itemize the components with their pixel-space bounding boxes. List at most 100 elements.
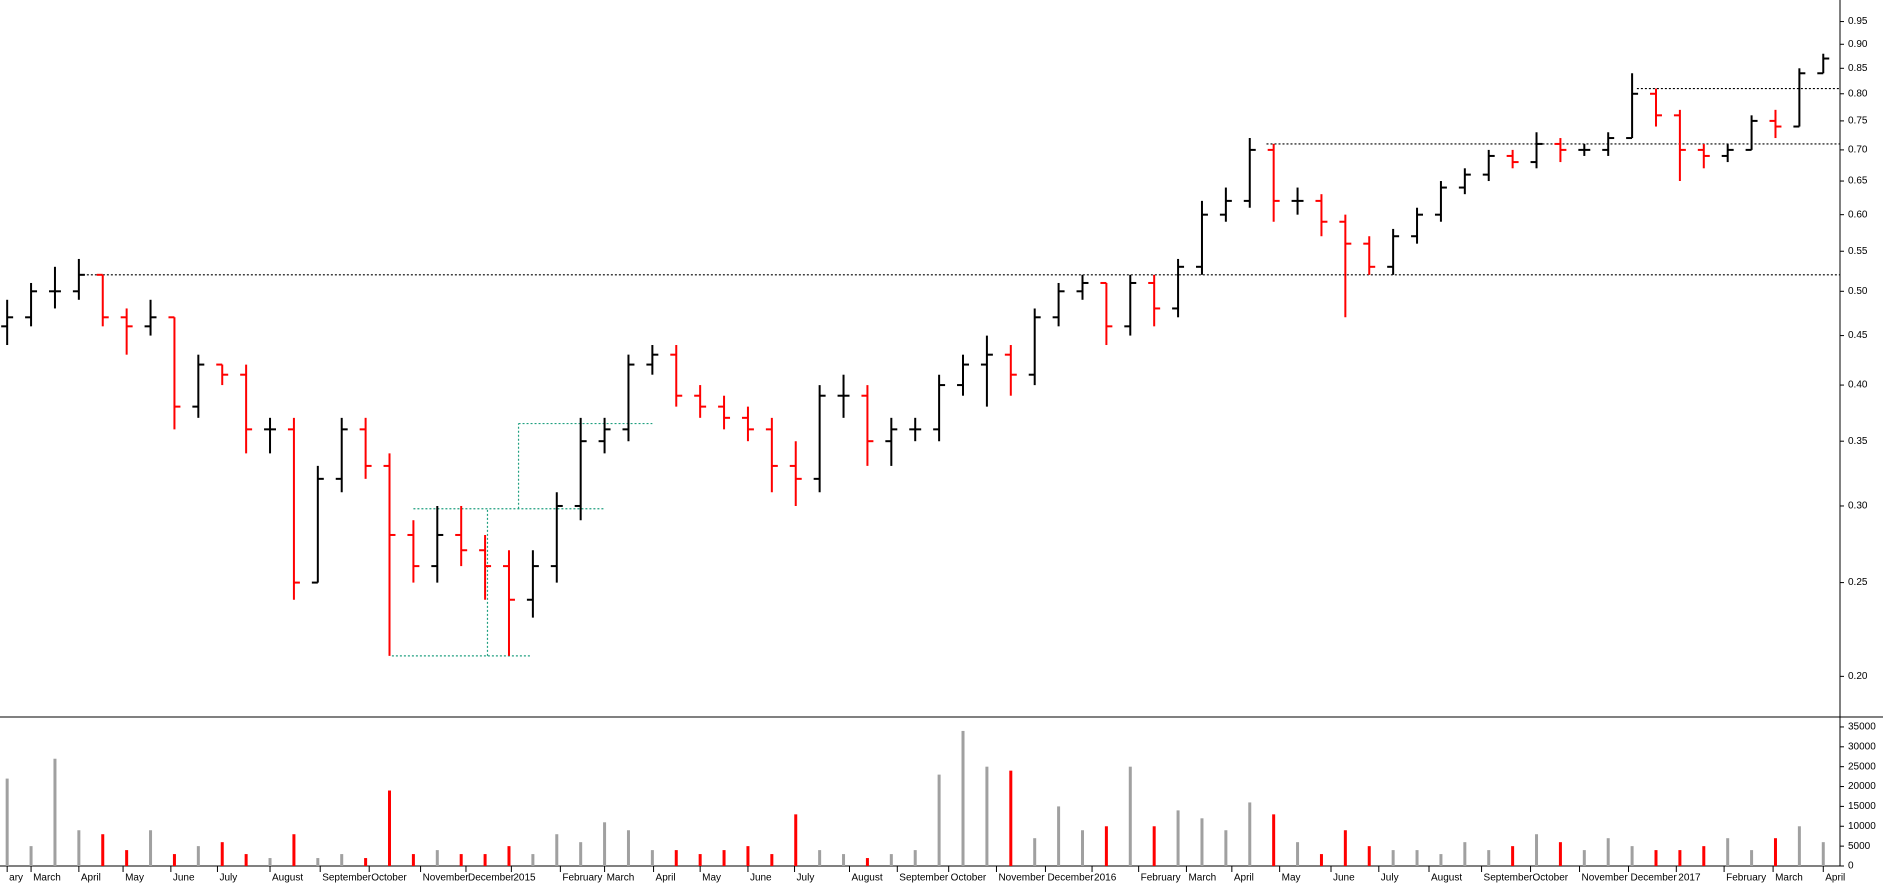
volume-bar	[340, 854, 344, 866]
volume-bar	[483, 854, 487, 866]
volume-bar	[1678, 850, 1682, 866]
x-tick-label: February	[562, 873, 602, 884]
volume-tick-label: 35000	[1848, 722, 1876, 733]
volume-bar	[1296, 842, 1300, 866]
x-tick-label: August	[1431, 873, 1462, 884]
y-tick-label: 0.45	[1848, 330, 1868, 341]
volume-bar	[459, 854, 463, 866]
x-tick-label: ary	[9, 873, 23, 884]
y-tick-label: 0.90	[1848, 39, 1868, 50]
y-tick-label: 0.25	[1848, 577, 1868, 588]
volume-bar	[1319, 854, 1323, 866]
volume-bar	[388, 790, 392, 866]
volume-bar	[1248, 802, 1252, 866]
x-tick-label: May	[125, 873, 144, 884]
x-tick-label: November	[423, 873, 470, 884]
volume-bar	[1630, 846, 1634, 866]
volume-bar	[53, 758, 57, 866]
x-tick-label: October	[951, 873, 987, 884]
volume-bar	[1152, 826, 1156, 866]
volume-bar	[698, 854, 702, 866]
volume-bar	[77, 830, 81, 866]
volume-bar	[1821, 842, 1825, 866]
y-tick-label: 0.65	[1848, 176, 1868, 187]
x-tick-label: October	[371, 873, 407, 884]
x-tick-label: February	[1726, 873, 1766, 884]
volume-bar	[1057, 806, 1061, 866]
volume-bar	[579, 842, 583, 866]
volume-bar	[1582, 850, 1586, 866]
volume-bar	[1487, 850, 1491, 866]
y-tick-label: 0.85	[1848, 63, 1868, 74]
x-tick-label: June	[750, 873, 772, 884]
x-tick-label: December	[1631, 873, 1678, 884]
volume-bar	[794, 814, 798, 866]
x-tick-label: December	[1047, 873, 1094, 884]
x-tick-label: March	[607, 873, 635, 884]
volume-bar	[5, 778, 9, 866]
x-tick-label: 2015	[513, 873, 536, 884]
volume-bar	[1606, 838, 1610, 866]
volume-bar	[818, 850, 822, 866]
volume-bar	[1224, 830, 1228, 866]
volume-bar	[937, 774, 941, 866]
volume-tick-label: 0	[1848, 861, 1854, 872]
y-tick-label: 0.40	[1848, 380, 1868, 391]
x-tick-label: July	[797, 873, 815, 884]
volume-bar	[1009, 770, 1013, 866]
x-tick-label: 2017	[1678, 873, 1701, 884]
x-tick-label: September	[899, 873, 949, 884]
y-tick-label: 0.80	[1848, 88, 1868, 99]
volume-tick-label: 20000	[1848, 781, 1876, 792]
x-tick-label: April	[81, 873, 101, 884]
x-tick-label: March	[33, 873, 61, 884]
volume-bar	[268, 858, 272, 866]
volume-tick-label: 15000	[1848, 801, 1876, 812]
volume-tick-label: 25000	[1848, 761, 1876, 772]
x-tick-label: April	[656, 873, 676, 884]
volume-tick-label: 30000	[1848, 741, 1876, 752]
x-tick-label: October	[1533, 873, 1569, 884]
y-tick-label: 0.50	[1848, 286, 1868, 297]
volume-bar	[220, 842, 224, 866]
x-tick-label: June	[173, 873, 195, 884]
volume-bar	[101, 834, 105, 866]
volume-bar	[1702, 846, 1706, 866]
volume-bar	[842, 854, 846, 866]
volume-bar	[722, 850, 726, 866]
volume-bar	[1726, 838, 1730, 866]
volume-bar	[603, 822, 607, 866]
volume-tick-label: 10000	[1848, 821, 1876, 832]
x-tick-label: September	[322, 873, 372, 884]
volume-bar	[316, 858, 320, 866]
volume-bar	[674, 850, 678, 866]
x-tick-label: November	[998, 873, 1045, 884]
volume-bar	[1654, 850, 1658, 866]
volume-bar	[244, 854, 248, 866]
x-tick-label: August	[852, 873, 883, 884]
volume-bar	[149, 830, 153, 866]
volume-bar	[172, 854, 176, 866]
volume-bar	[1033, 838, 1037, 866]
x-tick-label: March	[1188, 873, 1216, 884]
volume-bar	[1797, 826, 1801, 866]
volume-bar	[555, 834, 559, 866]
y-tick-label: 0.75	[1848, 116, 1868, 127]
x-tick-label: July	[1381, 873, 1399, 884]
volume-bar	[435, 850, 439, 866]
y-tick-label: 0.70	[1848, 145, 1868, 156]
volume-bar	[1200, 818, 1204, 866]
volume-bar	[770, 854, 774, 866]
volume-bar	[1750, 850, 1754, 866]
volume-bar	[1535, 834, 1539, 866]
volume-bar	[865, 858, 869, 866]
y-tick-label: 0.35	[1848, 436, 1868, 447]
volume-bar	[411, 854, 415, 866]
x-tick-label: May	[702, 873, 721, 884]
x-tick-label: April	[1825, 873, 1845, 884]
volume-bar	[1367, 846, 1371, 866]
volume-bar	[1343, 830, 1347, 866]
volume-bar	[1128, 766, 1132, 866]
